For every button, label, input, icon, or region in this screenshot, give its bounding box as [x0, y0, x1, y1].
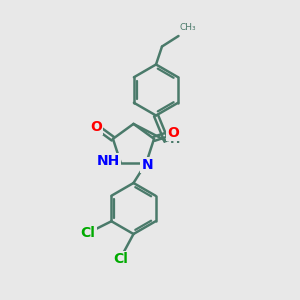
Text: CH₃: CH₃: [180, 23, 196, 32]
Text: O: O: [168, 126, 179, 140]
Text: O: O: [90, 119, 102, 134]
Text: H: H: [170, 133, 181, 146]
Text: NH: NH: [97, 154, 120, 169]
Text: N: N: [141, 158, 153, 172]
Text: Cl: Cl: [81, 226, 95, 240]
Text: Cl: Cl: [113, 252, 128, 266]
